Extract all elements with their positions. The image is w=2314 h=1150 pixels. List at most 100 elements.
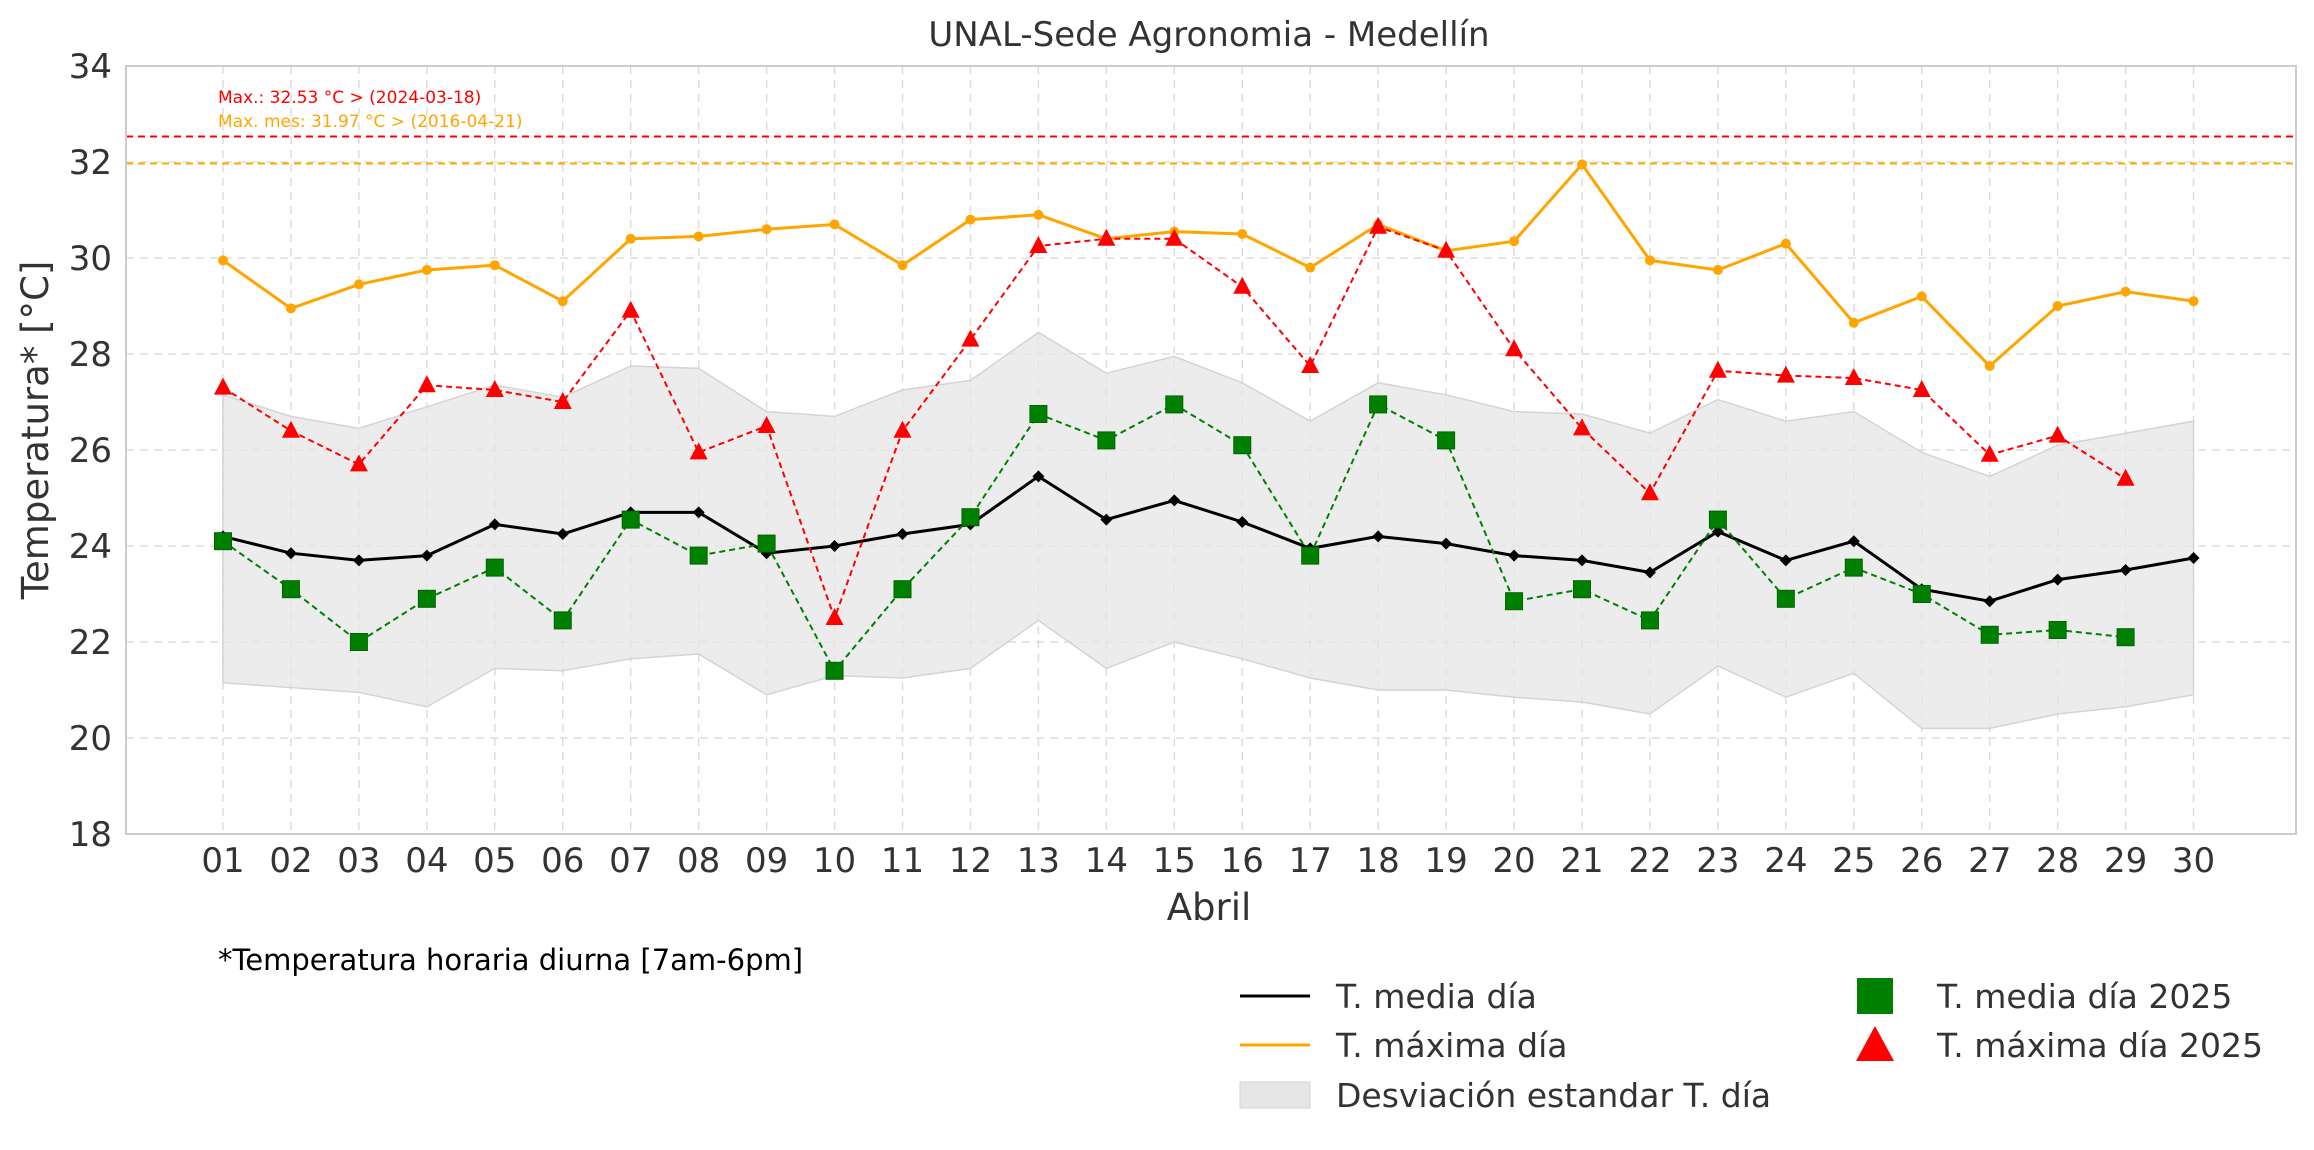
x-tick-label: 16 xyxy=(1221,841,1264,881)
legend-swatch xyxy=(1239,1081,1311,1109)
data-point xyxy=(1980,444,1999,462)
data-point xyxy=(828,540,841,552)
data-point xyxy=(1237,229,1248,239)
x-tick-label: 18 xyxy=(1357,841,1400,881)
y-tick-label: 28 xyxy=(69,335,112,375)
data-point xyxy=(1576,554,1588,567)
x-tick-label: 03 xyxy=(337,841,380,881)
data-point xyxy=(557,296,568,307)
y-tick-label: 20 xyxy=(69,719,112,759)
x-tick-label: 28 xyxy=(2036,841,2079,881)
data-point xyxy=(2048,425,2067,443)
data-point xyxy=(1844,368,1863,385)
y-tick-label: 22 xyxy=(69,623,112,663)
data-point xyxy=(1776,589,1795,608)
data-point xyxy=(1033,209,1044,220)
data-point xyxy=(1301,356,1320,373)
data-point xyxy=(556,528,569,540)
y-tick-label: 26 xyxy=(69,431,112,471)
data-point xyxy=(349,633,368,651)
data-point xyxy=(1165,228,1184,246)
x-tick-label: 08 xyxy=(677,841,720,881)
data-point xyxy=(281,420,300,438)
x-tick-label: 23 xyxy=(1696,841,1739,881)
legend-swatch xyxy=(1856,1026,1894,1061)
x-tick-label: 27 xyxy=(1968,841,2011,881)
data-point xyxy=(1848,317,1859,328)
data-point xyxy=(829,219,840,230)
data-point xyxy=(1643,566,1656,579)
data-point xyxy=(1708,360,1727,378)
data-point xyxy=(2048,621,2067,639)
data-point xyxy=(1233,276,1252,294)
data-point xyxy=(2052,301,2063,311)
data-point xyxy=(1437,240,1456,258)
data-point xyxy=(2119,564,2132,576)
data-point xyxy=(692,506,705,519)
x-tick-label: 24 xyxy=(1764,841,1807,881)
data-point xyxy=(1847,535,1860,548)
data-point xyxy=(1236,516,1249,528)
data-point xyxy=(961,329,980,347)
data-point xyxy=(349,454,368,472)
x-tick-label: 02 xyxy=(269,841,312,881)
series-line xyxy=(222,225,2127,621)
legend-label: T. máxima día 2025 xyxy=(1936,1026,2263,1065)
data-point xyxy=(1844,558,1863,577)
x-tick-label: 19 xyxy=(1424,841,1467,881)
data-point xyxy=(1640,483,1659,501)
data-point xyxy=(1779,554,1792,567)
x-tick-label: 11 xyxy=(881,841,924,881)
data-point xyxy=(1505,592,1524,611)
data-point xyxy=(1776,365,1795,383)
data-point xyxy=(621,510,640,529)
data-point xyxy=(761,224,772,235)
data-point xyxy=(2187,552,2200,564)
legend-label: Desviación estandar T. día xyxy=(1336,1076,1771,1115)
data-point xyxy=(961,508,980,527)
x-tick-label: 14 xyxy=(1085,841,1128,881)
y-tick-label: 32 xyxy=(69,143,112,183)
data-point xyxy=(214,377,232,395)
data-point xyxy=(489,260,500,271)
data-point xyxy=(896,528,909,540)
data-point xyxy=(1369,216,1388,234)
x-tick-label: 17 xyxy=(1289,841,1332,881)
data-point xyxy=(285,303,296,314)
x-axis-label: Abril xyxy=(1167,886,1252,929)
data-point xyxy=(1505,339,1524,357)
data-point xyxy=(1029,405,1048,423)
data-point xyxy=(1983,595,1996,608)
data-point xyxy=(757,416,776,433)
data-point xyxy=(353,279,364,290)
data-point xyxy=(689,442,708,460)
data-point xyxy=(1577,159,1587,170)
data-point xyxy=(1233,436,1252,455)
data-point xyxy=(1369,395,1388,414)
x-tick-label: 07 xyxy=(609,841,652,881)
y-axis-label: Temperatura* [°C] xyxy=(14,261,57,601)
data-point xyxy=(1508,549,1521,562)
data-point xyxy=(417,589,436,608)
data-point xyxy=(757,534,776,553)
x-tick-label: 12 xyxy=(949,841,992,881)
data-point xyxy=(1640,611,1659,630)
data-point xyxy=(2120,286,2131,297)
x-tick-label: 09 xyxy=(745,841,788,881)
data-point xyxy=(284,547,297,560)
x-tick-label: 29 xyxy=(2104,841,2147,881)
x-tick-label: 13 xyxy=(1017,841,1060,881)
data-point xyxy=(1912,380,1931,397)
data-point xyxy=(1437,431,1456,450)
data-point xyxy=(1165,395,1184,414)
x-tick-label: 05 xyxy=(473,841,516,881)
data-point xyxy=(1168,494,1181,507)
plot-area-frame xyxy=(125,65,2297,835)
data-point xyxy=(1032,470,1045,483)
data-point xyxy=(421,265,432,275)
data-point xyxy=(1097,228,1116,246)
data-point xyxy=(689,546,708,565)
data-point xyxy=(1984,361,1995,371)
